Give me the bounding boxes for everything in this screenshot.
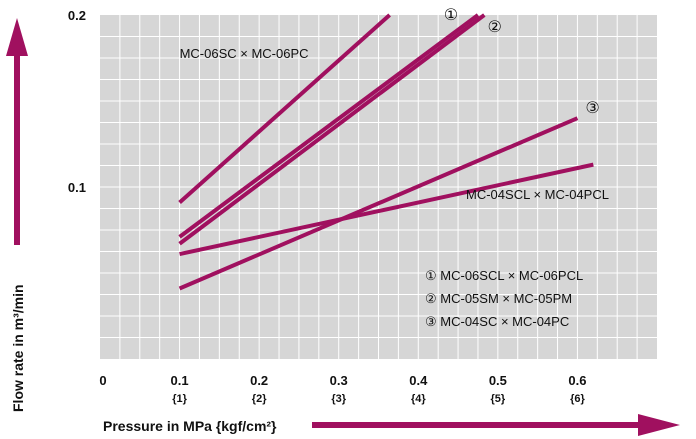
- x-axis-arrow: [312, 414, 680, 436]
- x-tick-sublabel: {5}: [491, 393, 506, 405]
- y-tick-label: 0.2: [68, 8, 86, 23]
- series-line: [178, 13, 480, 239]
- legend: ① MC-06SCL × MC-06PCL ② MC-05SM × MC-05PM…: [425, 268, 583, 329]
- series-marker: ③: [585, 98, 599, 117]
- y-axis-title: Flow rate in m³/min: [10, 284, 26, 412]
- y-axis-arrow: [6, 18, 28, 245]
- grid-lines: [100, 15, 657, 359]
- x-tick-label: 0.6: [568, 373, 586, 388]
- x-tick-label: 0.4: [409, 373, 428, 388]
- x-tick-labels: 0 0.1 {1} 0.2 {2} 0.3 {3} 0.4 {4} 0.5 {5} 0.6 {6}: [99, 373, 586, 405]
- x-tick-label: 0.1: [171, 373, 189, 388]
- y-tick-label: 0.1: [68, 180, 86, 195]
- x-tick-sublabel: {3}: [331, 393, 346, 405]
- series-line: [178, 116, 579, 291]
- series-marker: ①: [444, 5, 458, 24]
- series-labels: MC-06SC × MC-06PC MC-04SCL × MC-04PCL ① ② ③: [180, 5, 609, 202]
- series-label: MC-06SC × MC-06PC: [180, 46, 309, 61]
- x-axis-title: Pressure in MPa {kgf/cm²}: [103, 418, 277, 434]
- x-tick-sublabel: {1}: [172, 393, 187, 405]
- y-tick-labels: 0.1 0.2: [68, 8, 86, 195]
- legend-entry: ① MC-06SCL × MC-06PCL: [425, 268, 583, 283]
- x-tick-label: 0.2: [250, 373, 268, 388]
- x-tick-sublabel: {4}: [411, 393, 426, 405]
- series-line: [178, 13, 391, 204]
- x-tick-label: 0.3: [330, 373, 348, 388]
- series-line: [178, 13, 486, 246]
- x-tick-sublabel: {6}: [570, 393, 585, 405]
- series-label: MC-04SCL × MC-04PCL: [466, 187, 609, 202]
- x-tick-label: 0.5: [489, 373, 507, 388]
- x-tick-label: 0: [99, 373, 106, 388]
- series-line: [179, 162, 594, 257]
- series-marker: ②: [488, 17, 502, 36]
- x-tick-sublabel: {2}: [252, 393, 267, 405]
- series-lines: [178, 13, 594, 291]
- legend-entry: ② MC-05SM × MC-05PM: [425, 291, 572, 306]
- legend-entry: ③ MC-04SC × MC-04PC: [425, 314, 569, 329]
